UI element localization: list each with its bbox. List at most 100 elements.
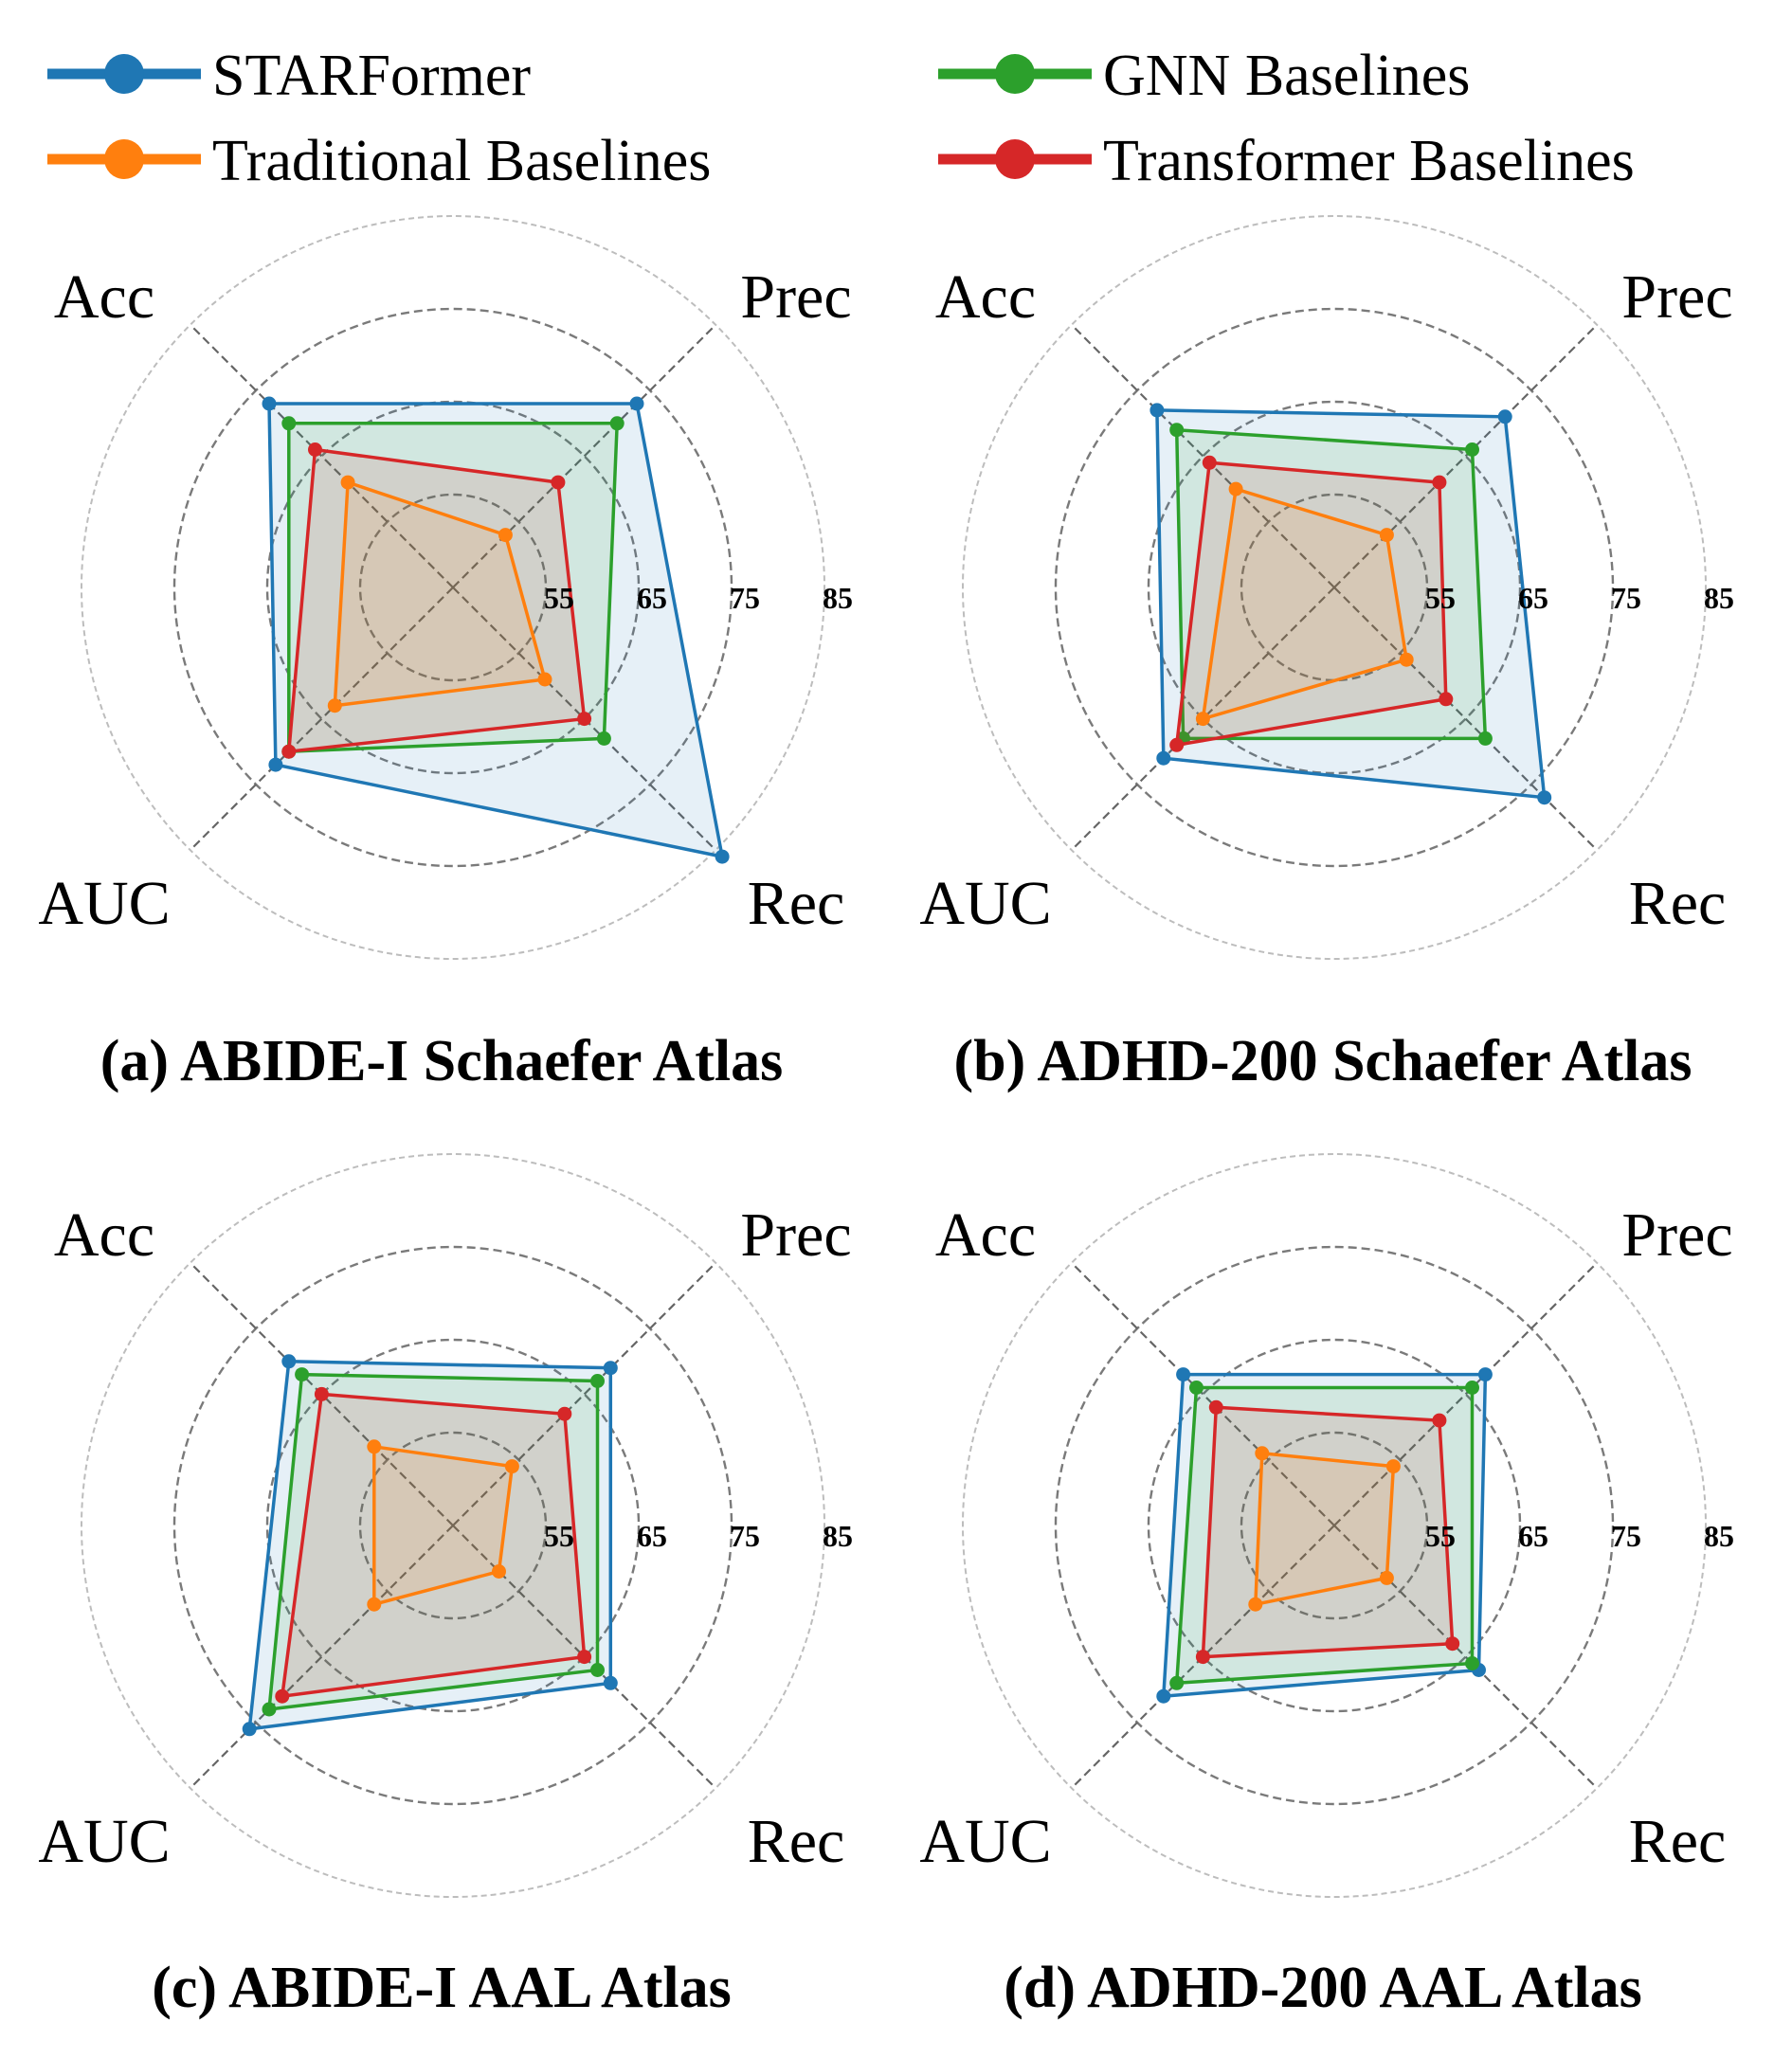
series	[327, 475, 552, 713]
legend: STARFormer Traditional Baselines GNN Basel…	[47, 44, 1635, 193]
data-point	[577, 1650, 592, 1665]
data-point	[262, 396, 277, 411]
ring-tick-label: 85	[1704, 1519, 1734, 1553]
grid-ring	[81, 1153, 825, 1898]
data-point	[498, 528, 513, 543]
ring-tick-label: 75	[1611, 581, 1641, 615]
panel-caption: (c) ABIDE-I AAL Atlas	[152, 1956, 731, 2020]
axis-spoke	[452, 1262, 716, 1526]
data-point	[1465, 1381, 1479, 1395]
data-point	[1208, 1399, 1223, 1415]
grid-ring	[962, 1153, 1707, 1898]
data-point	[629, 396, 644, 411]
legend-entry: STARFormer	[47, 44, 531, 108]
grid-ring	[172, 1245, 733, 1806]
axis-spoke	[190, 587, 454, 851]
grid-ring	[358, 1431, 548, 1620]
grid-ring	[1147, 1338, 1522, 1713]
series	[262, 1367, 605, 1717]
data-point	[1149, 403, 1165, 418]
ring-tick-label: 65	[637, 581, 667, 615]
axis-label: Prec	[740, 262, 851, 332]
radar-chart: 55 65 75 85 Acc Prec Rec AUC (c) ABIDE-I AAL Atl…	[38, 1153, 853, 2020]
data-point	[1477, 1367, 1493, 1382]
data-point	[340, 475, 355, 490]
legend-label: Traditional Baselines	[212, 129, 711, 193]
axis-label: AUC	[38, 1807, 170, 1876]
axis-label: Acc	[54, 1200, 154, 1270]
data-point	[1195, 712, 1210, 727]
ring-tick-label: 65	[1518, 581, 1548, 615]
data-point	[367, 1439, 382, 1454]
ring-tick-label: 85	[1704, 581, 1734, 615]
data-point	[1439, 692, 1454, 707]
data-point	[609, 416, 624, 431]
axis-label: AUC	[38, 869, 170, 938]
radar-chart: 55 65 75 85 Acc Prec Rec AUC (b) ADHD-200 Schaef…	[919, 215, 1734, 1093]
data-point	[281, 744, 297, 759]
ring-tick-label: 85	[823, 1519, 853, 1553]
ring-tick-label: 55	[544, 581, 574, 615]
series-polygon	[1253, 1451, 1396, 1607]
data-point	[603, 1361, 618, 1376]
grid-ring	[1147, 400, 1522, 775]
data-point	[1537, 790, 1552, 805]
axis-spoke	[190, 324, 454, 588]
radar-panels: 55 65 75 85 Acc Prec Rec AUC (a) ABIDE-I Schaefe…	[38, 215, 1734, 2020]
axis-label: Prec	[1621, 262, 1732, 332]
ring-tick-label: 85	[823, 581, 853, 615]
data-point	[1432, 475, 1447, 490]
axis-label: Prec	[740, 1200, 851, 1270]
axis-spoke	[1333, 1262, 1598, 1526]
data-point	[314, 1386, 329, 1401]
data-point	[1176, 1367, 1191, 1382]
axis-label: Acc	[935, 1200, 1036, 1270]
data-point	[281, 1354, 297, 1369]
legend-label: Transformer Baselines	[1103, 129, 1635, 193]
panel-caption: (a) ABIDE-I Schaefer Atlas	[100, 1029, 783, 1093]
data-point	[1228, 481, 1243, 496]
data-point	[1255, 1446, 1270, 1461]
series	[1195, 481, 1414, 727]
legend-marker	[995, 139, 1035, 179]
data-point	[1465, 1656, 1479, 1670]
data-point	[242, 1722, 257, 1737]
axis-spoke	[1071, 324, 1335, 588]
ring-tick-label: 55	[1425, 581, 1456, 615]
legend-marker	[995, 54, 1035, 94]
series	[242, 1354, 618, 1737]
data-point	[268, 757, 283, 772]
data-point	[590, 1663, 605, 1677]
data-point	[1248, 1597, 1263, 1612]
axis-spoke	[1333, 1525, 1598, 1789]
ring-tick-label: 75	[730, 1519, 760, 1553]
series	[367, 1439, 519, 1612]
grid-ring	[1240, 493, 1429, 682]
axis-label: Rec	[748, 869, 845, 938]
data-point	[327, 698, 342, 713]
ring-tick-label: 65	[637, 1519, 667, 1553]
data-point	[596, 731, 611, 746]
grid-ring	[358, 493, 548, 682]
ring-tick-label: 65	[1518, 1519, 1548, 1553]
legend-marker	[104, 139, 144, 179]
data-point	[1477, 731, 1493, 746]
axis-label: Acc	[935, 262, 1036, 332]
legend-label: STARFormer	[212, 44, 531, 108]
data-point	[590, 1374, 605, 1388]
data-point	[1202, 455, 1217, 470]
data-point	[715, 849, 730, 864]
legend-entry: Traditional Baselines	[47, 129, 711, 193]
data-point	[1465, 442, 1479, 457]
data-point	[1379, 528, 1394, 543]
ring-tick-label: 75	[1611, 1519, 1641, 1553]
ring-tick-label: 75	[730, 581, 760, 615]
series	[281, 442, 592, 759]
ring-tick-label: 55	[544, 1519, 574, 1553]
data-point	[1156, 1688, 1171, 1704]
axis-label: Rec	[1629, 869, 1727, 938]
axis-label: AUC	[919, 1807, 1051, 1876]
data-point	[1399, 652, 1414, 667]
axis-spoke	[1333, 324, 1598, 588]
